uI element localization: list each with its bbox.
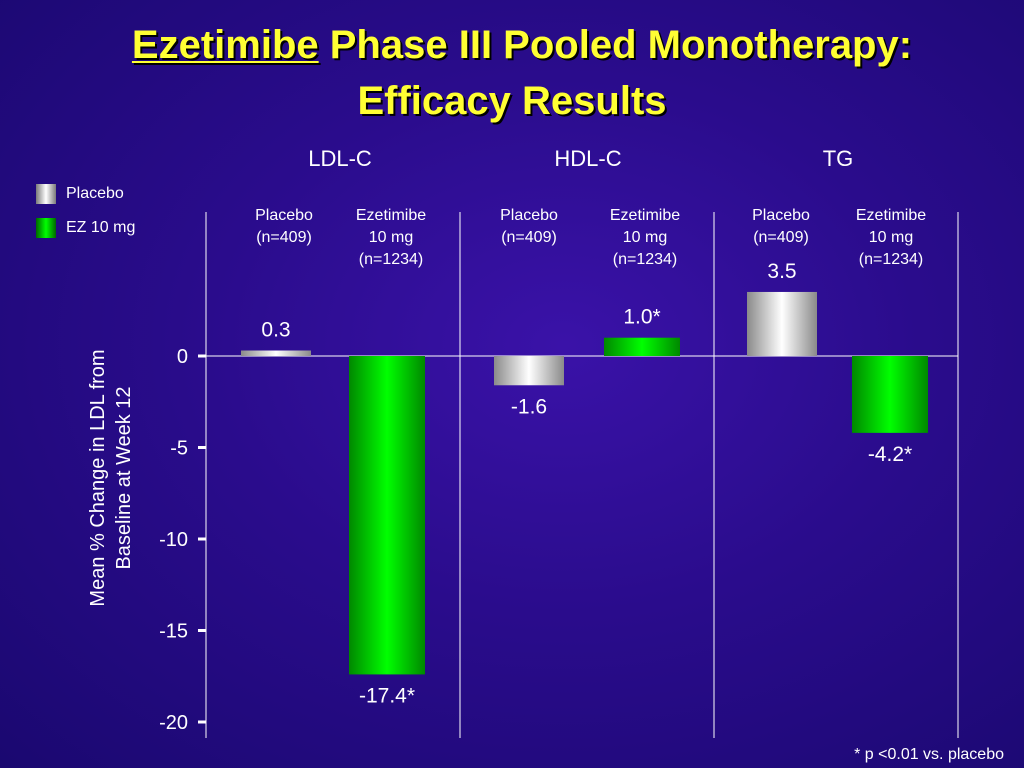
column-label-tg-placebo: Placebo (n=409): [752, 207, 810, 246]
group-label-hdl: HDL-C: [554, 146, 622, 171]
column-label-hdl-placebo: Placebo (n=409): [500, 207, 558, 246]
group-label-tg: TG: [822, 146, 854, 171]
column-label-ldl-placebo: Placebo (n=409): [255, 207, 313, 246]
data-label-hdl-c-ezetimibe: 1.0*: [623, 306, 660, 329]
data-label-tg-ezetimibe: -4.2*: [868, 443, 912, 466]
bar-hdl-c-ezetimibe: [604, 337, 680, 356]
data-label-ldl-c-placebo: 0.3: [261, 319, 290, 342]
bar-tg-placebo: [747, 291, 817, 356]
title-rest: Phase III Pooled Monotherapy:: [318, 23, 913, 67]
title-drug-name: Ezetimibe: [131, 23, 319, 67]
column-label-ldl-ezetimibe: Ezetimibe 10 mg (n=1234): [355, 207, 427, 268]
column-label-tg-ezetimibe: Ezetimibe 10 mg (n=1234): [855, 207, 927, 268]
data-label-hdl-c-placebo: -1.6: [511, 395, 547, 418]
chart-title-line2: Efficacy Results: [357, 79, 667, 123]
group-label-ldl: LDL-C: [308, 146, 372, 171]
y-tick-label: -20: [159, 712, 188, 734]
y-tick-label: -15: [159, 621, 188, 643]
column-label-hdl-ezetimibe: Ezetimibe 10 mg (n=1234): [609, 207, 681, 268]
legend-label-ezetimibe: EZ 10 mg: [66, 219, 136, 236]
footnote: * p <0.01 vs. placebo: [854, 746, 1004, 763]
bar-ldl-c-placebo: [241, 350, 311, 356]
bar-tg-ezetimibe: [852, 356, 928, 433]
bar-ldl-c-ezetimibe: [349, 356, 425, 675]
data-label-tg-placebo: 3.5: [767, 260, 796, 283]
y-tick-label: -5: [170, 438, 188, 460]
y-tick-label: -10: [159, 529, 188, 551]
legend-label-placebo: Placebo: [66, 185, 124, 202]
legend-swatch-ezetimibe: [36, 218, 56, 238]
bar-hdl-c-placebo: [494, 356, 564, 386]
legend-swatch-placebo: [36, 184, 56, 204]
chart-title-line1: Ezetimibe Phase III Pooled Monotherapy:: [0, 18, 1024, 72]
data-label-ldl-c-ezetimibe: -17.4*: [359, 684, 415, 707]
y-tick-label: 0: [177, 346, 188, 368]
